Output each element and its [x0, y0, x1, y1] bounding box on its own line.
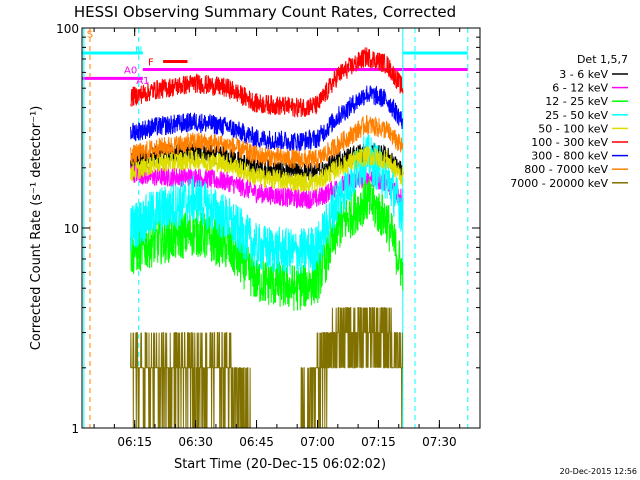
flag-annotation: A0 [124, 66, 137, 77]
series-line [130, 145, 404, 193]
x-tick-label: 06:45 [239, 435, 274, 449]
legend-entry-label: 800 - 7000 keV [524, 163, 608, 176]
legend-entry-label: 50 - 100 keV [538, 122, 608, 135]
legend-entry-label: 25 - 50 keV [545, 109, 608, 122]
series-line [130, 114, 404, 170]
chart-title: HESSI Observing Summary Count Rates, Cor… [74, 3, 456, 21]
x-tick-label: 06:30 [178, 435, 213, 449]
timestamp-stamp: 20-Dec-2015 12:56 [560, 467, 637, 476]
flag-bars [82, 51, 468, 80]
x-tick-label: 07:00 [300, 435, 335, 449]
legend-entry-label: 100 - 300 keV [531, 136, 608, 149]
x-ticks: 06:15 06:30 06:45 07:00 07:15 07:30 [93, 28, 481, 449]
y-ticks: 1 10 100 [56, 22, 480, 436]
y-tick-label: 10 [64, 222, 79, 236]
x-tick-label: 06:15 [117, 435, 152, 449]
series-line [130, 85, 404, 152]
x-tick-label: 07:15 [361, 435, 396, 449]
legend-entry-label: 12 - 25 keV [545, 95, 608, 108]
series-line [130, 176, 404, 311]
flag-annotation: A1 [136, 76, 149, 87]
flag-annotation: S [87, 29, 93, 40]
series-line [130, 47, 404, 118]
legend-title: Det 1,5,7 [577, 53, 628, 66]
y-tick-label: 1 [71, 422, 79, 436]
legend-entry-label: 6 - 12 keV [552, 82, 608, 95]
x-tick-label: 07:30 [422, 435, 457, 449]
x-axis-label: Start Time (20-Dec-15 06:02:02) [174, 457, 386, 472]
flag-annotation: F [148, 57, 154, 68]
legend-entry-label: 7000 - 20000 keV [510, 177, 608, 190]
series-line [130, 307, 403, 428]
flag-annotation: N [135, 46, 142, 57]
series-group [130, 47, 404, 428]
legend-entry-label: 3 - 6 keV [559, 68, 608, 81]
y-tick-label: 100 [56, 22, 79, 36]
legend-entry-label: 300 - 800 keV [531, 150, 608, 163]
y-axis-label: Corrected Count Rate (s⁻¹ detector⁻¹) [29, 106, 44, 351]
